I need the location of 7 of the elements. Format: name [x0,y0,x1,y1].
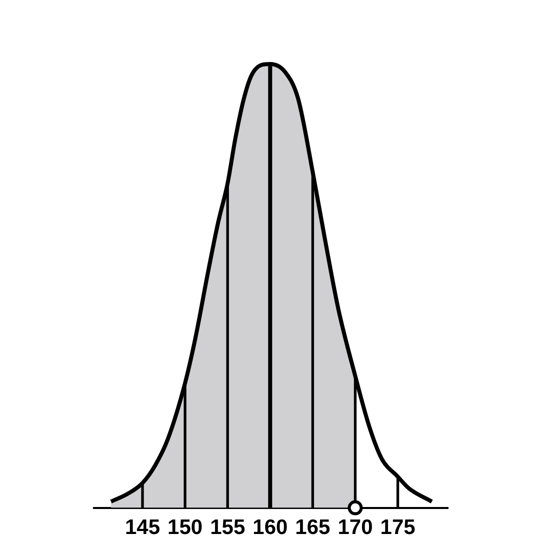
x-tick-label: 165 [295,516,331,540]
x-tick-label: 145 [124,516,160,540]
x-tick-label: 170 [338,516,373,540]
x-tick-label: 160 [252,516,288,540]
x-tick-label: 175 [380,516,416,540]
x-tick-label: 150 [168,516,203,540]
x-tick-label: 155 [210,516,246,540]
